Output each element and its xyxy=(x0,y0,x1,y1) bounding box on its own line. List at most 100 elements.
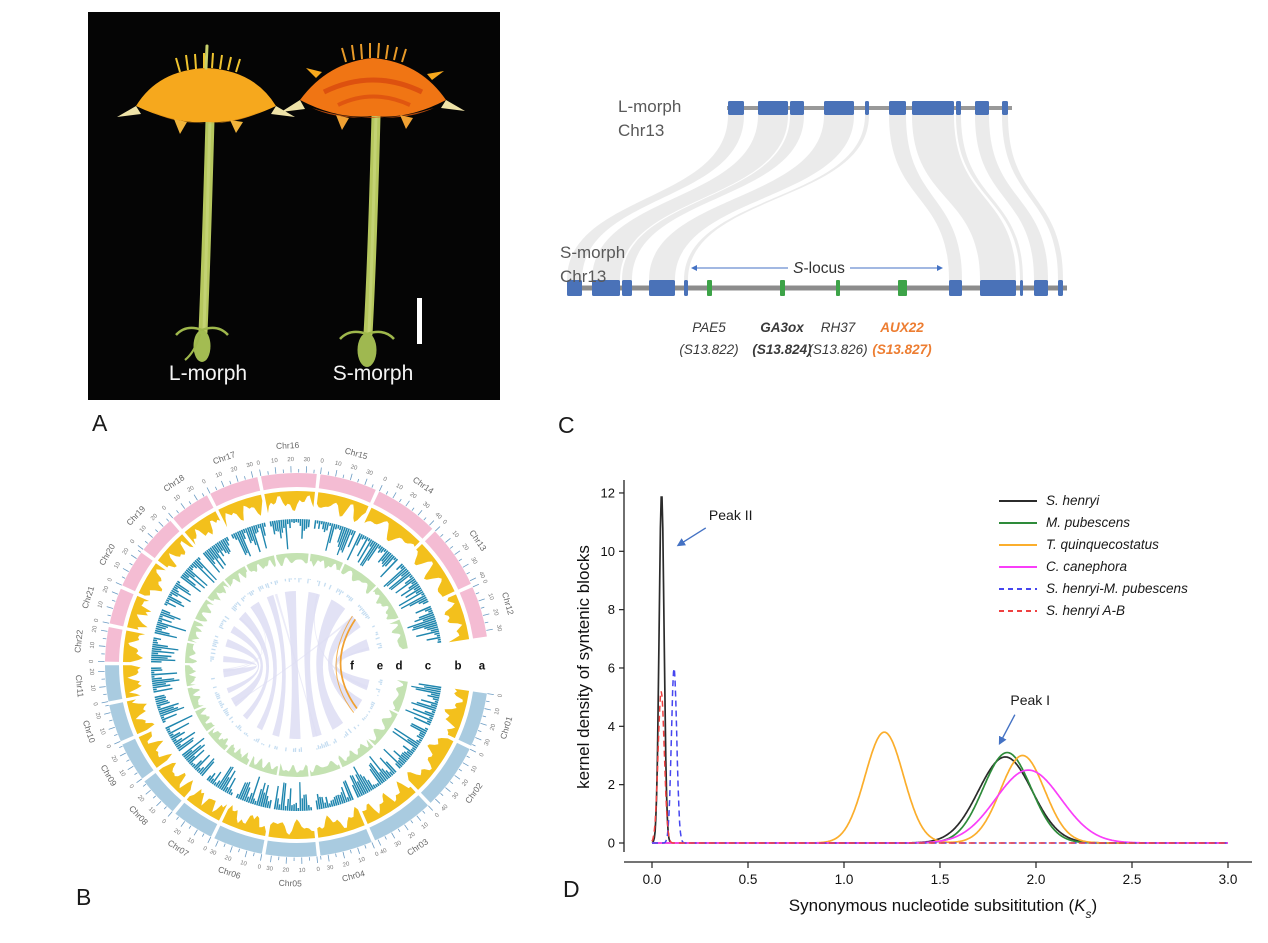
svg-text:20: 20 xyxy=(342,861,351,869)
svg-text:20: 20 xyxy=(282,868,290,874)
chromosome-label: Chr16 xyxy=(276,440,300,451)
synteny-block xyxy=(728,101,744,115)
svg-text:20: 20 xyxy=(122,547,131,556)
ideogram-band xyxy=(109,702,134,742)
y-tick-label: 0 xyxy=(608,836,615,851)
snp-density-track xyxy=(231,601,242,612)
x-tick-label: 1.5 xyxy=(931,872,950,887)
svg-text:10: 10 xyxy=(494,707,502,716)
s-locus-gene-block xyxy=(836,280,840,296)
svg-text:30: 30 xyxy=(365,469,374,477)
repeat-density-track xyxy=(235,776,272,809)
synteny-ribbon xyxy=(223,656,257,678)
snp-density-track xyxy=(285,747,303,753)
ideogram-ticks: 0 10 20 30 xyxy=(320,842,380,872)
snp-density-track xyxy=(284,577,302,583)
track-letter-a: a xyxy=(479,661,486,673)
repeat-density-track xyxy=(269,518,310,550)
svg-text:10: 10 xyxy=(451,530,460,539)
svg-text:10: 10 xyxy=(239,860,248,868)
repeat-density-track xyxy=(383,723,429,769)
svg-text:0: 0 xyxy=(127,784,134,791)
ideogram-ticks: 0 10 20 30 xyxy=(208,840,263,871)
gene-density-track xyxy=(222,805,266,836)
synteny-svg: L-morph Chr13 S-morph Chr13 S-locus PAE5 (S13.… xyxy=(560,97,1067,357)
x-tick-label: 0.5 xyxy=(739,872,758,887)
svg-text:20: 20 xyxy=(88,668,94,676)
density-curve xyxy=(651,691,1228,844)
panel-d-ks-plot: 0 2 4 6 8 10 12 0.0 0.5 1.0 1.5 2.0 2.5 3.0 kernel den… xyxy=(574,452,1268,940)
ideogram-ticks: 0 10 20 xyxy=(94,585,119,624)
circos-chromosome-Chr12: 0 10 20 30 Chr12 xyxy=(375,579,516,650)
track-labels: L-morph Chr13 S-morph Chr13 xyxy=(560,97,681,286)
svg-text:10: 10 xyxy=(173,494,182,503)
svg-text:0: 0 xyxy=(479,752,486,758)
y-tick-label: 8 xyxy=(608,602,615,617)
gene-density-track xyxy=(158,762,194,798)
svg-text:20: 20 xyxy=(92,625,99,633)
photo-background xyxy=(88,12,500,400)
svg-text:Chr13: Chr13 xyxy=(618,121,664,140)
ideogram-band xyxy=(105,627,123,662)
chromosome-label: Chr12 xyxy=(500,591,516,616)
svg-text:20: 20 xyxy=(350,464,359,472)
svg-text:10: 10 xyxy=(139,524,148,533)
chromosome-label: Chr22 xyxy=(72,629,84,653)
circos-chromosome-Chr05: 0 10 20 30 Chr05 xyxy=(265,747,321,889)
y-tick-label: 2 xyxy=(608,777,615,792)
chromosome-label: Chr05 xyxy=(279,878,303,889)
gene-name-label: PAE5 xyxy=(692,320,726,335)
gc-content-track xyxy=(185,642,197,664)
circos-chromosome-Chr22: 0 10 20 Chr22 xyxy=(72,625,216,664)
ideogram-band xyxy=(420,742,470,803)
density-curves xyxy=(651,496,1228,844)
s-locus-gene-block xyxy=(898,280,907,296)
ideogram-band xyxy=(318,474,376,503)
svg-text:20: 20 xyxy=(187,485,196,494)
gc-content-track xyxy=(208,727,229,751)
ideogram-ticks: 0 10 20 30 xyxy=(202,462,254,494)
gene-density-track xyxy=(127,595,152,630)
synteny-ribbons xyxy=(567,115,1063,280)
s-locus-label: S-locus xyxy=(793,260,845,277)
x-tick-label: 2.5 xyxy=(1123,872,1142,887)
svg-text:20: 20 xyxy=(172,828,181,837)
gc-content-track xyxy=(248,756,279,776)
svg-text:0: 0 xyxy=(374,851,380,858)
gene-density-track xyxy=(218,494,263,528)
snp-density-track xyxy=(257,580,279,592)
synteny-ribbon xyxy=(304,591,322,738)
gene-density-track xyxy=(362,781,416,824)
svg-text:0: 0 xyxy=(130,538,137,545)
s-locus-gene-block xyxy=(780,280,785,296)
ideogram-band xyxy=(122,738,154,779)
svg-text:Chr13: Chr13 xyxy=(560,267,606,286)
synteny-ribbon xyxy=(1002,115,1063,280)
svg-text:20: 20 xyxy=(230,466,239,474)
gene-density-track xyxy=(186,789,228,821)
gene-density-track xyxy=(126,699,155,735)
svg-text:20: 20 xyxy=(287,457,295,463)
synteny-ribbon xyxy=(567,115,744,280)
repeat-density-track xyxy=(206,766,236,796)
snp-density-track xyxy=(210,648,216,662)
gene-id-label: (S13.826) xyxy=(808,342,867,357)
svg-text:10: 10 xyxy=(470,765,479,774)
svg-text:10: 10 xyxy=(186,837,195,846)
synteny-ribbon xyxy=(223,617,262,673)
svg-text:20: 20 xyxy=(408,831,417,840)
gene-density-track xyxy=(264,490,315,514)
svg-text:0: 0 xyxy=(89,659,95,663)
svg-text:30: 30 xyxy=(327,865,335,872)
synteny-block xyxy=(949,280,962,296)
circos-chromosome-Chr21: 0 10 20 Chr21 xyxy=(80,584,219,648)
